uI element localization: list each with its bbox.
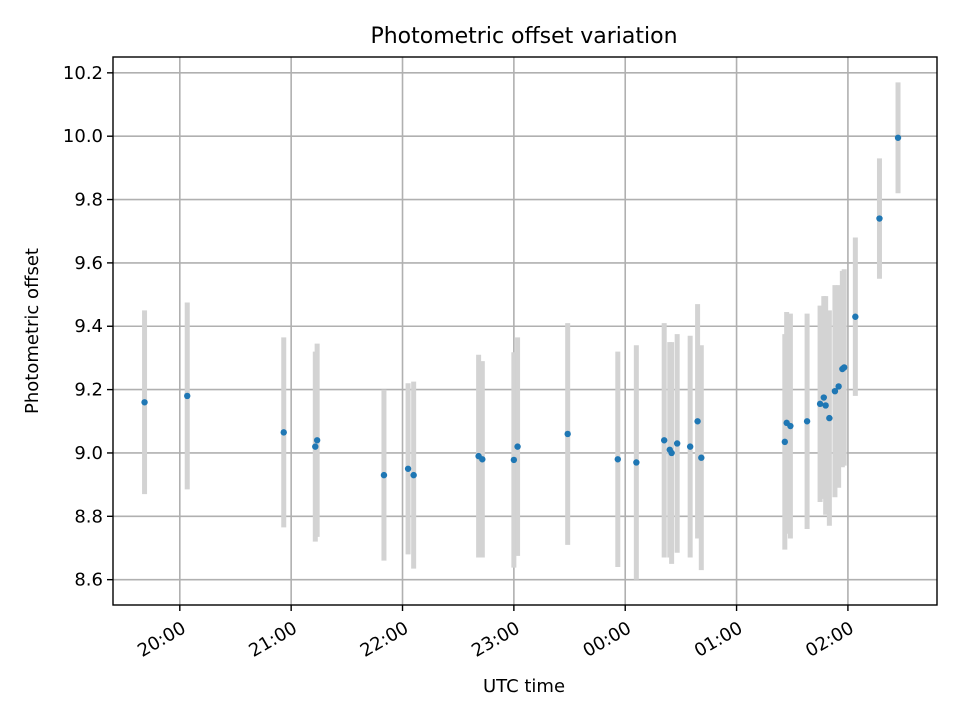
data-point bbox=[841, 364, 848, 371]
chart-title: Photometric offset variation bbox=[370, 24, 677, 49]
data-point bbox=[479, 456, 486, 463]
x-axis-label: UTC time bbox=[483, 676, 565, 697]
data-point bbox=[673, 440, 681, 447]
data-point bbox=[686, 443, 694, 450]
data-point bbox=[816, 400, 824, 408]
y-tick-label: 8.6 bbox=[74, 570, 103, 591]
data-point bbox=[822, 402, 829, 409]
y-tick-label: 8.8 bbox=[74, 506, 103, 527]
grid-layer bbox=[113, 57, 937, 605]
data-point bbox=[820, 394, 827, 401]
data-point bbox=[781, 438, 789, 446]
data-point bbox=[312, 443, 319, 450]
data-point bbox=[852, 313, 859, 320]
y-tick-label: 9.8 bbox=[74, 190, 103, 211]
y-tick-label: 10.2 bbox=[63, 63, 103, 84]
data-point bbox=[410, 471, 417, 479]
data-point bbox=[614, 456, 621, 463]
data-point bbox=[835, 383, 842, 390]
y-tick-label: 10.0 bbox=[63, 126, 103, 147]
data-point bbox=[380, 471, 388, 479]
data-point bbox=[894, 134, 902, 141]
data-point bbox=[313, 437, 321, 444]
y-tick-label: 9.4 bbox=[74, 316, 103, 337]
point-layer bbox=[141, 134, 902, 479]
data-point bbox=[514, 443, 521, 450]
data-point bbox=[876, 215, 883, 222]
data-point bbox=[694, 418, 701, 425]
data-point bbox=[141, 399, 148, 406]
y-axis-label: Photometric offset bbox=[22, 248, 43, 414]
data-point bbox=[280, 429, 287, 436]
y-tick-label: 9.2 bbox=[74, 380, 103, 401]
data-point bbox=[404, 465, 412, 472]
plot-frame bbox=[112, 56, 938, 606]
data-point bbox=[633, 459, 640, 466]
data-point bbox=[668, 449, 675, 457]
data-point bbox=[184, 392, 191, 400]
data-point bbox=[787, 422, 794, 430]
data-point bbox=[803, 418, 811, 425]
data-point bbox=[698, 454, 705, 461]
y-tick-label: 9.6 bbox=[74, 253, 103, 274]
y-tick-label: 9.0 bbox=[74, 443, 103, 464]
data-point bbox=[660, 437, 668, 444]
data-point bbox=[564, 430, 571, 438]
data-point bbox=[510, 456, 518, 464]
data-point bbox=[826, 414, 833, 422]
data-point bbox=[831, 387, 839, 395]
